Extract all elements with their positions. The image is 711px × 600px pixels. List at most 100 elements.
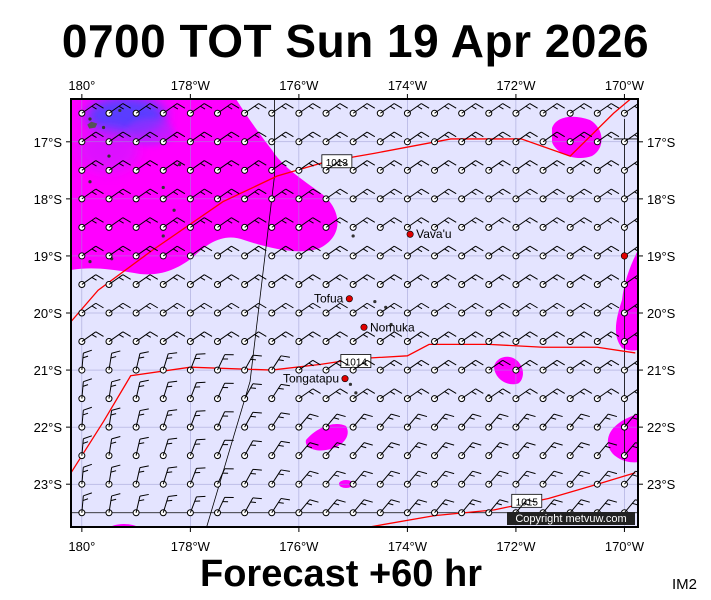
barb-staff (407, 331, 422, 342)
barb-staff (434, 274, 449, 285)
barb-flag-half (82, 355, 89, 359)
barb-staff (217, 131, 232, 143)
barb-flag-half (552, 134, 558, 138)
wind-barb (512, 245, 538, 260)
barb-flag (583, 160, 593, 166)
barb-flag-half (335, 277, 341, 281)
barb-flag (139, 436, 149, 440)
barb-staff (108, 331, 124, 342)
wind-barb (593, 160, 620, 174)
barb-flag-half (444, 105, 450, 110)
barb-staff (542, 131, 558, 143)
barb-flag (529, 359, 538, 366)
barb-flag-half (308, 105, 314, 110)
barb-station (485, 252, 493, 260)
barb-flag (336, 442, 346, 446)
wind-barb (132, 245, 159, 260)
wind-barb (620, 131, 638, 146)
isobar-label-text: 1013 (326, 158, 349, 169)
barb-flag-half (362, 162, 369, 167)
island-speck (88, 117, 92, 121)
wind-barb (403, 442, 428, 460)
barb-flag (638, 161, 646, 166)
wind-barb (78, 492, 93, 517)
wind-barb (322, 245, 348, 260)
place-label: Vava'u (416, 227, 451, 241)
barb-flag-half (607, 219, 613, 224)
wind-barb (431, 470, 455, 488)
barb-staff (542, 413, 555, 428)
wind-barb (241, 411, 262, 431)
wind-barb (512, 131, 538, 146)
barb-staff (352, 274, 368, 285)
barb-flag (499, 470, 509, 475)
barb-flag-half (308, 162, 314, 167)
wind-barb (593, 274, 620, 288)
barb-flag (285, 188, 294, 195)
barb-flag (122, 188, 131, 195)
wind-barb (213, 160, 240, 174)
wind-barb (593, 103, 620, 117)
forecast-label: Forecast +60 hr (200, 553, 482, 595)
barb-staff (81, 245, 97, 257)
wind-barb (539, 413, 563, 431)
barb-flag-half (335, 162, 341, 167)
barb-flag-half (166, 357, 173, 359)
barb-flag-half (417, 391, 423, 395)
barb-staff (244, 274, 259, 285)
barb-staff (434, 245, 449, 257)
barb-flag-half (550, 502, 557, 506)
barb-flag (502, 188, 511, 195)
barb-flag-half (444, 191, 450, 196)
barb-flag-half (227, 191, 233, 196)
barb-flag-half (390, 105, 396, 110)
barb-flag (393, 302, 403, 309)
barb-staff (244, 302, 259, 314)
lon-label-bottom: 174°W (388, 539, 428, 554)
wind-barb (431, 103, 457, 117)
wind-barb (159, 352, 178, 374)
barb-flag-half (227, 134, 233, 138)
place-markers: Vava'u Tofua Nomuka Tongatapu (283, 227, 628, 386)
wind-barb (485, 359, 511, 374)
barb-staff (244, 440, 254, 456)
barb-staff (298, 160, 314, 171)
barb-staff (189, 468, 197, 485)
barb-staff (271, 188, 286, 200)
barb-flag-half (308, 191, 314, 196)
barb-staff (379, 188, 395, 200)
wind-barb (105, 131, 131, 146)
wind-barb (376, 188, 403, 203)
barb-staff (542, 245, 558, 257)
barb-staff (488, 331, 504, 342)
barb-staff (542, 359, 558, 371)
wind-barb (593, 302, 620, 317)
barb-staff (244, 412, 254, 428)
wind-barb (349, 302, 376, 317)
barb-flag (583, 188, 593, 195)
barb-flag-half (388, 417, 394, 420)
barb-flag (638, 275, 646, 280)
barb-staff (325, 188, 341, 200)
barb-flag (610, 359, 620, 366)
barb-flag (168, 409, 178, 412)
wind-barb (403, 470, 428, 488)
barb-flag-half (82, 384, 89, 387)
barb-flag-half (281, 277, 287, 281)
wind-barb (295, 359, 321, 374)
barb-staff (244, 469, 254, 485)
lat-label-right: 18°S (647, 192, 676, 207)
barb-flag (526, 470, 536, 475)
barb-staff (352, 413, 365, 428)
barb-flag (638, 303, 646, 308)
barb-flag-half (333, 417, 340, 420)
barb-staff (271, 160, 286, 171)
barb-staff (569, 499, 582, 514)
barb-flag-half (166, 442, 173, 445)
barb-flag-half (281, 334, 287, 338)
wind-barb (431, 160, 457, 174)
barb-staff (271, 302, 286, 314)
barb-flag-half (227, 219, 233, 224)
barb-flag-half (496, 502, 502, 506)
lat-label-left: 18°S (34, 192, 63, 207)
